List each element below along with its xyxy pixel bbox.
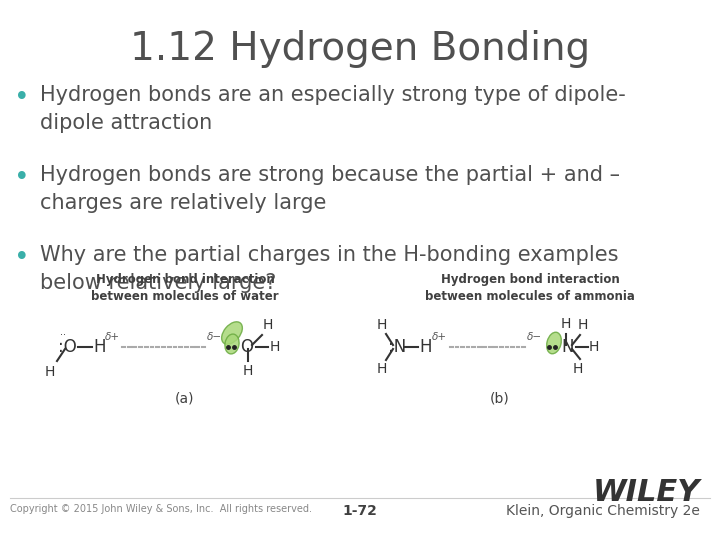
Text: δ−: δ− — [207, 332, 222, 342]
Text: •: • — [14, 85, 30, 111]
Text: O: O — [240, 338, 253, 356]
Text: ··: ·· — [60, 330, 66, 340]
Ellipse shape — [225, 334, 239, 354]
Ellipse shape — [222, 322, 243, 344]
Text: H: H — [377, 362, 387, 376]
Text: Hydrogen bonds are an especially strong type of dipole-
dipole attraction: Hydrogen bonds are an especially strong … — [40, 85, 626, 133]
Text: 1.12 Hydrogen Bonding: 1.12 Hydrogen Bonding — [130, 30, 590, 68]
Text: •: • — [14, 165, 30, 191]
Text: δ+: δ+ — [105, 332, 120, 342]
Text: H: H — [573, 362, 583, 376]
Text: H: H — [561, 317, 571, 331]
Text: (a): (a) — [175, 392, 194, 406]
Text: :N: :N — [388, 338, 406, 356]
Text: 1-72: 1-72 — [343, 504, 377, 518]
Text: WILEY: WILEY — [593, 478, 700, 507]
Text: H: H — [45, 365, 55, 379]
Text: H: H — [589, 340, 599, 354]
Text: •: • — [14, 245, 30, 271]
Text: H: H — [419, 338, 431, 356]
Text: H: H — [270, 340, 280, 354]
Text: H: H — [263, 318, 274, 332]
Text: Hydrogen bond interaction
between molecules of water: Hydrogen bond interaction between molecu… — [91, 273, 279, 303]
Ellipse shape — [546, 332, 562, 354]
Text: Hydrogen bond interaction
between molecules of ammonia: Hydrogen bond interaction between molecu… — [425, 273, 635, 303]
Text: Why are the partial charges in the H-bonding examples
below relatively large?: Why are the partial charges in the H-bon… — [40, 245, 618, 293]
Text: Klein, Organic Chemistry 2e: Klein, Organic Chemistry 2e — [506, 504, 700, 518]
Text: Hydrogen bonds are strong because the partial + and –
charges are relatively lar: Hydrogen bonds are strong because the pa… — [40, 165, 620, 213]
Text: H: H — [377, 318, 387, 332]
Text: H: H — [243, 364, 253, 378]
Text: N: N — [561, 338, 574, 356]
Text: (b): (b) — [490, 392, 510, 406]
Text: δ+: δ+ — [432, 332, 447, 342]
Text: H: H — [578, 318, 588, 332]
Text: Copyright © 2015 John Wiley & Sons, Inc.  All rights reserved.: Copyright © 2015 John Wiley & Sons, Inc.… — [10, 504, 312, 514]
Text: :O: :O — [58, 338, 77, 356]
Text: H: H — [93, 338, 106, 356]
Text: δ−: δ− — [527, 332, 542, 342]
